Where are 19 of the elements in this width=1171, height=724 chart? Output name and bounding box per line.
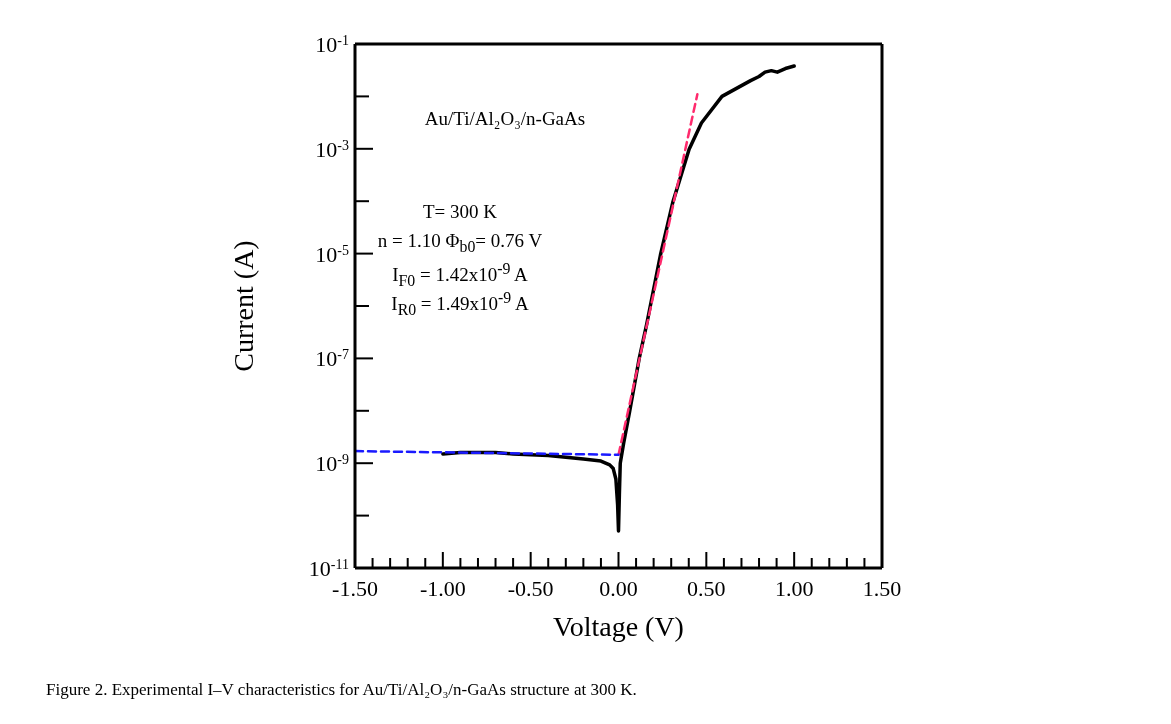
x-tick-label: -0.50 (507, 576, 554, 601)
x-tick-label: 1.50 (862, 576, 902, 601)
y-tick-label: 10$^{-5}$ (315, 241, 349, 267)
y-axis-title: Current (A) (227, 240, 259, 372)
caption: Figure 2. Experimental I–V characteristics for Au/Ti/Al₂O₃/n-GaAs structure at 300 K. (46, 680, 637, 700)
annotation: n = 1.10 Φ$_{b0}$= 0.76 V (377, 230, 543, 256)
annotation: I$_{R0}$ = 1.49x10$^{-9}$ A (391, 289, 529, 320)
y-tick-label: 10$^{-1}$ (315, 32, 349, 57)
x-tick-label: 0.00 (599, 576, 638, 601)
x-tick-label: -1.00 (419, 576, 466, 601)
y-tick-label: 10$^{-7}$ (315, 346, 349, 372)
annotation: T= 300 K (422, 201, 498, 223)
x-tick-label: 1.00 (774, 576, 814, 601)
x-tick-label: 0.50 (687, 576, 726, 601)
y-tick-label: 10$^{-9}$ (315, 451, 349, 477)
x-axis-title: Voltage (V) (553, 610, 684, 642)
annotation: I$_{F0}$ = 1.42x10$^{-9}$ A (392, 260, 528, 291)
y-tick-label: 10$^{-3}$ (315, 136, 349, 162)
annotation: Au/Ti/Al₂O₃/n-GaAs (424, 108, 586, 130)
